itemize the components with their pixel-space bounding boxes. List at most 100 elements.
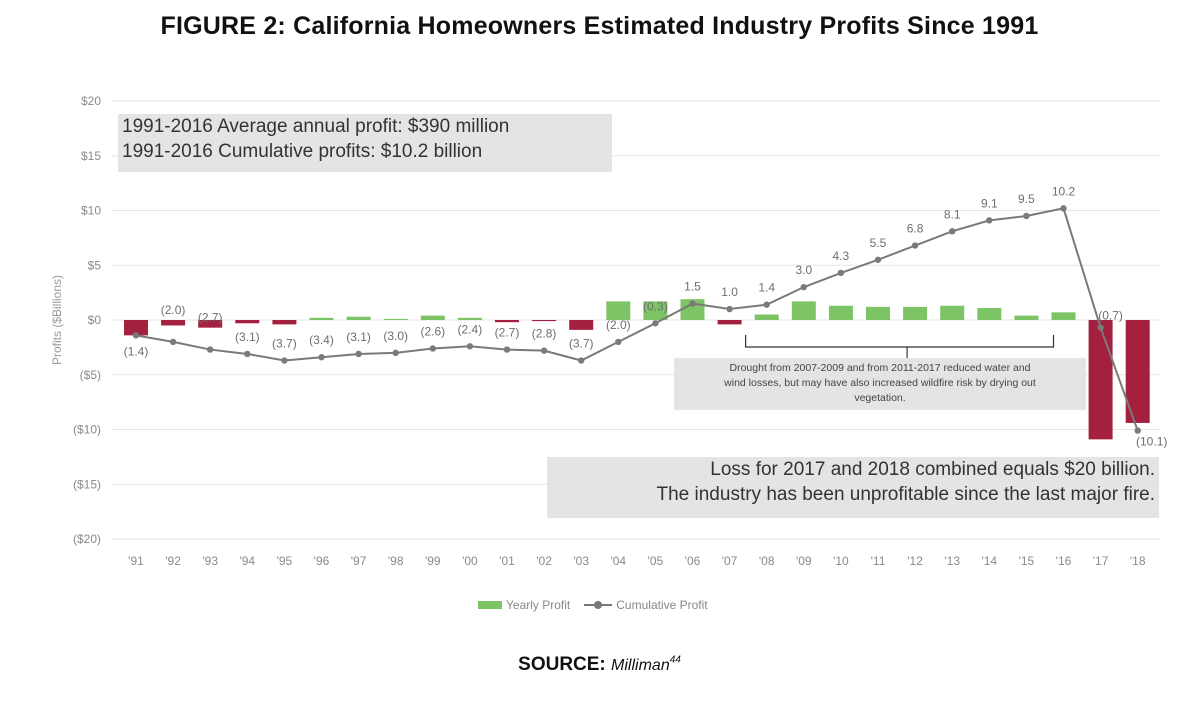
yearly-profit-bar (717, 320, 742, 325)
x-tick-label: '15 (1019, 554, 1035, 568)
y-tick-label: ($5) (80, 368, 101, 382)
source-name: Milliman (611, 657, 670, 674)
cumulative-data-labels: (1.4) (2.0) (2.7) (3.1) (3.7) (3.4) (3.1) (3.0)… (124, 184, 1168, 448)
x-tick-label: '99 (425, 554, 441, 568)
cumulative-point (1134, 427, 1141, 434)
cumulative-data-label: (3.1) (346, 330, 371, 344)
yearly-profit-bar (532, 320, 557, 322)
drought-bracket (744, 335, 1055, 359)
x-tick-label: '91 (128, 554, 144, 568)
yearly-profit-bar (161, 320, 186, 326)
cumulative-data-label: (3.4) (309, 333, 334, 347)
x-tick-label: '97 (351, 554, 367, 568)
x-tick-label: '94 (239, 554, 255, 568)
y-tick-label: $20 (81, 94, 101, 108)
cumulative-point (318, 354, 325, 361)
x-tick-label: '93 (202, 554, 218, 568)
yearly-profit-bar (866, 306, 890, 320)
x-tick-label: '96 (314, 554, 330, 568)
yearly-profit-bar (272, 320, 297, 325)
x-tick-label: '01 (499, 554, 515, 568)
legend-yearly-label: Yearly Profit (506, 598, 571, 612)
yearly-profit-bar (977, 307, 1002, 320)
cumulative-point (1097, 324, 1104, 331)
y-tick-label: $10 (81, 204, 101, 218)
x-tick-label: '95 (277, 554, 293, 568)
x-tick-label: '12 (907, 554, 923, 568)
x-tick-label: '92 (165, 554, 181, 568)
cumulative-point (689, 300, 696, 307)
average-annual-text: 1991-2016 Average annual profit: $390 mi… (122, 116, 510, 137)
yearly-profit-bar (828, 305, 853, 320)
yearly-profit-bar (754, 314, 779, 320)
cumulative-data-label: 9.5 (1018, 192, 1035, 206)
cumulative-data-label: (2.6) (420, 324, 445, 338)
average-profit-annotation: 1991-2016 Average annual profit: $390 mi… (118, 114, 612, 172)
x-tick-label: '10 (833, 554, 849, 568)
chart-legend: Yearly Profit Cumulative Profit (478, 598, 708, 612)
x-tick-label: '13 (944, 554, 960, 568)
cumulative-data-label: 10.2 (1052, 184, 1076, 198)
y-tick-label: $5 (88, 258, 102, 272)
grid-lines (112, 100, 1160, 540)
x-tick-label: '07 (722, 554, 738, 568)
cumulative-point (726, 305, 733, 313)
yearly-profit-bar (569, 320, 594, 330)
loss-text-1: Loss for 2017 and 2018 combined equals $… (710, 459, 1155, 480)
cumulative-data-label: (10.1) (1136, 435, 1167, 449)
cumulative-point (763, 301, 770, 308)
yearly-profit-bar (1088, 320, 1113, 440)
cumulative-data-label: 8.1 (944, 207, 961, 221)
cumulative-profit-line (132, 205, 1141, 434)
drought-text-1: Drought from 2007-2009 and from 2011-201… (729, 362, 1031, 374)
cumulative-data-label: 9.1 (981, 196, 998, 210)
cumulative-data-label: 1.5 (684, 280, 701, 294)
cumulative-point (169, 338, 177, 346)
source-label: SOURCE: (518, 654, 606, 675)
cumulative-point (652, 320, 659, 327)
yearly-profit-bar (346, 316, 371, 320)
x-tick-label: '98 (388, 554, 404, 568)
cumulative-data-label: 3.0 (795, 263, 812, 277)
cumulative-data-label: 5.5 (870, 236, 887, 250)
cumulative-point (986, 217, 993, 224)
yearly-profit-bar (235, 320, 260, 324)
loss-annotation: Loss for 2017 and 2018 combined equals $… (547, 457, 1159, 518)
y-tick-label: $0 (88, 313, 102, 327)
cumulative-line-swatch (584, 601, 613, 609)
x-tick-label: '09 (796, 554, 812, 568)
cumulative-point (355, 350, 362, 358)
yearly-profit-bar (383, 318, 408, 320)
x-axis-ticks: '91 '92 '93 '94 '95 '96 '97 '98 '99 '00 '01 '02 '03 '… (128, 554, 1146, 568)
cumulative-data-label: (2.7) (495, 326, 520, 340)
cumulative-point (874, 256, 882, 263)
cumulative-line (135, 207, 1139, 431)
loss-text-2: The industry has been unprofitable since… (656, 484, 1156, 505)
cumulative-point (949, 228, 956, 235)
cumulative-point (615, 338, 622, 346)
yearly-profit-bar (124, 320, 148, 336)
cumulative-profit-text: 1991-2016 Cumulative profits: $10.2 bill… (122, 141, 483, 162)
cumulative-data-label: (2.7) (198, 311, 223, 325)
cumulative-data-label: (2.8) (532, 327, 557, 341)
x-tick-label: '05 (648, 554, 664, 568)
cumulative-data-label: 1.4 (758, 281, 775, 295)
cumulative-data-label: (3.0) (383, 329, 408, 343)
cumulative-data-label: (0.7) (1098, 309, 1123, 323)
yearly-profit-bar (420, 315, 445, 320)
x-tick-label: '06 (685, 554, 701, 568)
cumulative-point (503, 346, 511, 353)
cumulative-point (281, 357, 288, 364)
x-tick-label: '18 (1130, 554, 1146, 568)
x-tick-label: '11 (871, 554, 886, 568)
drought-text-2: wind losses, but may have also increased… (724, 377, 1036, 389)
yearly-profit-bar (940, 305, 965, 320)
cumulative-point (837, 269, 845, 277)
cumulative-data-label: (2.0) (606, 318, 631, 332)
source-line: SOURCE: Milliman44 (0, 654, 1199, 676)
yearly-profit-bar (495, 320, 519, 323)
y-tick-label: ($10) (73, 423, 101, 437)
cumulative-point (466, 343, 474, 350)
x-tick-label: '16 (1056, 554, 1072, 568)
